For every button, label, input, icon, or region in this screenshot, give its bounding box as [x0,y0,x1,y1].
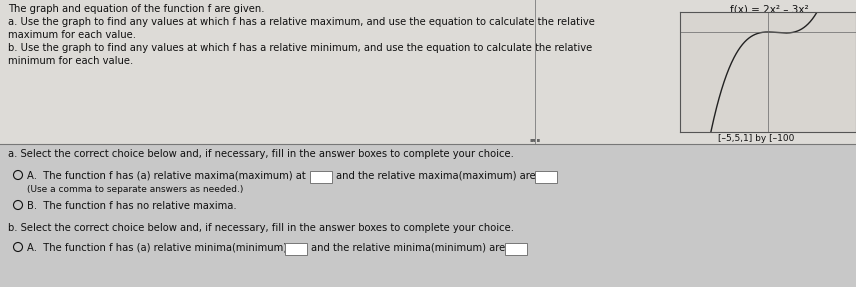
Text: and the relative maxima(maximum) are(is): and the relative maxima(maximum) are(is) [336,171,551,181]
Bar [505,243,527,255]
Text: f(x) = 2x² – 3x²: f(x) = 2x² – 3x² [730,4,809,14]
Text: [–5,5,1] by [–100: [–5,5,1] by [–100 [718,134,794,143]
Text: maximum for each value.: maximum for each value. [8,30,136,40]
Text: (Use a comma to separate answers as needed.): (Use a comma to separate answers as need… [27,185,243,194]
Bar [285,243,307,255]
Text: ▪▪▪: ▪▪▪ [529,137,541,142]
Bar [535,171,557,183]
Text: A.  The function f has (a) relative maxima(maximum) at: A. The function f has (a) relative maxim… [27,171,306,181]
Text: b. Select the correct choice below and, if necessary, fill in the answer boxes t: b. Select the correct choice below and, … [8,223,514,233]
Text: The graph and equation of the function f are given.: The graph and equation of the function f… [8,4,265,14]
Text: A.  The function f has (a) relative minima(minimum) at: A. The function f has (a) relative minim… [27,243,300,253]
Text: and the relative minima(minimum) are(is): and the relative minima(minimum) are(is) [311,243,521,253]
Text: a. Use the graph to find any values at which f has a relative maximum, and use t: a. Use the graph to find any values at w… [8,17,595,27]
Bar [310,171,332,183]
Bar [0,0,856,144]
Text: minimum for each value.: minimum for each value. [8,56,134,66]
Text: B.  The function f has no relative maxima.: B. The function f has no relative maxima… [27,201,236,211]
Text: a. Select the correct choice below and, if necessary, fill in the answer boxes t: a. Select the correct choice below and, … [8,149,514,159]
Text: b. Use the graph to find any values at which f has a relative minimum, and use t: b. Use the graph to find any values at w… [8,43,592,53]
